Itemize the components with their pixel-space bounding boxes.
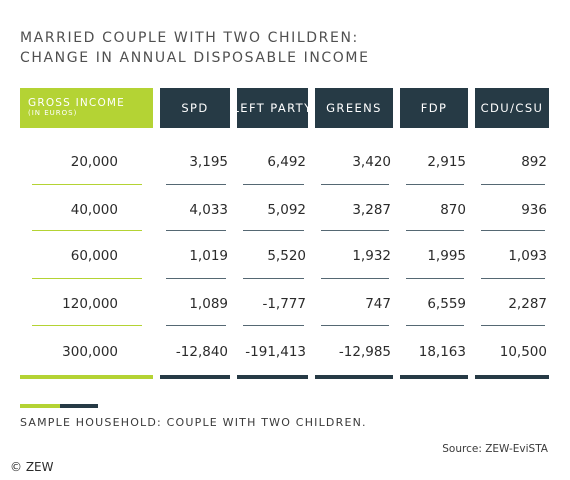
row-separator	[321, 184, 389, 185]
copyright-label: © ZEW	[10, 460, 54, 474]
row-separator	[166, 184, 226, 185]
bottom-bar-party	[400, 375, 468, 379]
row-separator	[406, 278, 464, 279]
row-separator	[481, 230, 545, 231]
gross-income-cell: 120,000	[62, 296, 118, 312]
value-cell: 18,163	[418, 344, 466, 360]
row-separator	[406, 230, 464, 231]
row-separator	[166, 230, 226, 231]
value-cell: 6,492	[267, 154, 306, 170]
row-separator	[406, 184, 464, 185]
bottom-bar-gross-income	[20, 375, 153, 379]
value-cell: -191,413	[245, 344, 306, 360]
row-separator	[481, 325, 545, 326]
value-cell: 1,932	[352, 248, 391, 264]
row-separator	[32, 325, 142, 326]
row-separator	[406, 325, 464, 326]
value-cell: 2,287	[508, 296, 547, 312]
chart-title-line-1: MARRIED COUPLE WITH TWO CHILDREN:	[20, 30, 359, 46]
gross-income-cell: 60,000	[70, 248, 118, 264]
gross-income-cell: 40,000	[70, 202, 118, 218]
header-gross-income-unit: (IN EUROS)	[28, 109, 78, 117]
value-cell: 3,420	[352, 154, 391, 170]
bottom-bar-party	[237, 375, 308, 379]
value-cell: 1,019	[189, 248, 228, 264]
value-cell: 4,033	[189, 202, 228, 218]
header-gross-income: GROSS INCOME (IN EUROS)	[20, 88, 153, 128]
value-cell: 6,559	[427, 296, 466, 312]
row-separator	[481, 278, 545, 279]
value-cell: -12,985	[338, 344, 391, 360]
row-separator	[321, 325, 389, 326]
gross-income-cell: 20,000	[70, 154, 118, 170]
value-cell: 3,287	[352, 202, 391, 218]
row-separator	[32, 184, 142, 185]
header-cdu-csu: CDU/CSU	[475, 88, 549, 128]
legend-swatch-dark	[60, 404, 98, 408]
row-separator	[243, 230, 304, 231]
row-separator	[243, 184, 304, 185]
header-spd: SPD	[160, 88, 230, 128]
footnote: SAMPLE HOUSEHOLD: COUPLE WITH TWO CHILDR…	[20, 416, 367, 429]
header-gross-income-label: GROSS INCOME	[28, 97, 126, 109]
value-cell: 3,195	[189, 154, 228, 170]
legend-swatch-green	[20, 404, 60, 408]
value-cell: 747	[365, 296, 391, 312]
bottom-bar-party	[160, 375, 230, 379]
row-separator	[321, 278, 389, 279]
value-cell: 892	[521, 154, 547, 170]
row-separator	[32, 230, 142, 231]
chart-title-line-2: CHANGE IN ANNUAL DISPOSABLE INCOME	[20, 50, 370, 66]
bottom-bar-party	[475, 375, 549, 379]
header-fdp: FDP	[400, 88, 468, 128]
gross-income-cell: 300,000	[62, 344, 118, 360]
row-separator	[243, 325, 304, 326]
bottom-bar-party	[315, 375, 393, 379]
row-separator	[166, 278, 226, 279]
value-cell: -12,840	[175, 344, 228, 360]
value-cell: 5,092	[267, 202, 306, 218]
value-cell: -1,777	[262, 296, 306, 312]
row-separator	[243, 278, 304, 279]
header-left-party: LEFT PARTY	[232, 88, 311, 128]
row-separator	[32, 278, 142, 279]
row-separator	[166, 325, 226, 326]
row-separator	[481, 184, 545, 185]
value-cell: 936	[521, 202, 547, 218]
value-cell: 10,500	[499, 344, 547, 360]
value-cell: 1,995	[427, 248, 466, 264]
row-separator	[321, 230, 389, 231]
value-cell: 2,915	[427, 154, 466, 170]
value-cell: 870	[440, 202, 466, 218]
header-greens: GREENS	[315, 88, 393, 128]
value-cell: 1,089	[189, 296, 228, 312]
value-cell: 5,520	[267, 248, 306, 264]
value-cell: 1,093	[508, 248, 547, 264]
source-label: Source: ZEW-EviSTA	[442, 443, 548, 455]
